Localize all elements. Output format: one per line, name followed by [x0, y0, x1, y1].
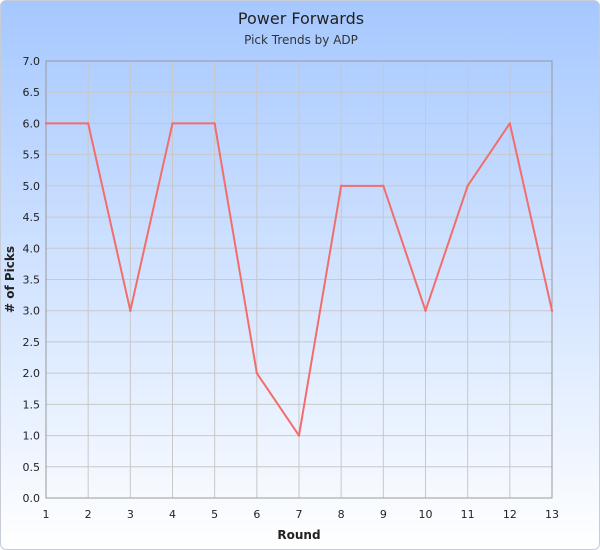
x-tick-label: 13	[545, 508, 559, 521]
x-tick-label: 9	[380, 508, 387, 521]
x-tick-label: 3	[127, 508, 134, 521]
x-axis-ticks: 1 2 3 4 5 6 7 8 9 10 11 12 13	[43, 508, 560, 521]
data-point	[213, 122, 216, 125]
y-tick-label: 2.5	[23, 336, 41, 349]
x-tick-label: 8	[338, 508, 345, 521]
x-tick-label: 11	[461, 508, 475, 521]
y-tick-label: 6.0	[23, 117, 41, 130]
data-point	[255, 371, 259, 375]
y-tick-label: 1.0	[23, 430, 41, 443]
x-tick-label: 5	[211, 508, 218, 521]
data-point	[424, 309, 427, 312]
x-tick-label: 1	[43, 508, 50, 521]
data-point	[129, 309, 132, 312]
x-tick-label: 12	[503, 508, 517, 521]
data-point	[382, 184, 385, 188]
y-tick-label: 5.0	[23, 180, 41, 193]
chart-title: Power Forwards	[237, 9, 365, 28]
y-tick-label: 1.5	[23, 398, 41, 411]
x-tick-label: 4	[169, 508, 176, 521]
data-point	[550, 309, 554, 312]
y-tick-label: 4.0	[23, 242, 41, 255]
y-axis-label: # of Picks	[3, 246, 17, 313]
data-point	[171, 122, 174, 125]
y-tick-label: 0.5	[23, 461, 41, 474]
data-point	[508, 122, 512, 125]
data-point	[86, 122, 90, 125]
data-point	[44, 122, 48, 125]
y-tick-label: 7.0	[23, 55, 41, 68]
y-tick-label: 3.5	[23, 274, 41, 287]
x-tick-label: 6	[253, 508, 260, 521]
data-points	[44, 122, 554, 437]
data-point	[339, 184, 343, 188]
y-axis-ticks: 0.0 0.5 1.0 1.5 2.0 2.5 3.0 3.5 4.0 4.5 5.0 5.5 6.0 6…	[23, 55, 41, 505]
y-tick-label: 4.5	[23, 211, 41, 224]
chart-subtitle: Pick Trends by ADP	[244, 33, 358, 47]
y-tick-label: 6.5	[23, 86, 41, 99]
y-tick-label: 2.0	[23, 367, 41, 380]
x-tick-label: 7	[296, 508, 303, 521]
y-tick-label: 0.0	[23, 492, 41, 505]
x-tick-label: 10	[419, 508, 433, 521]
x-tick-label: 2	[85, 508, 92, 521]
y-tick-label: 3.0	[23, 305, 41, 318]
y-tick-label: 5.5	[23, 149, 41, 162]
data-point	[466, 184, 469, 188]
x-axis-label: Round	[277, 528, 320, 542]
data-point	[297, 434, 301, 437]
plot-area	[45, 60, 553, 499]
